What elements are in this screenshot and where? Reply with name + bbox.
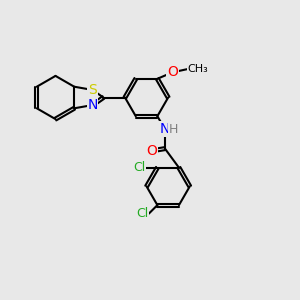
Text: CH₃: CH₃ — [188, 64, 208, 74]
Text: N: N — [87, 98, 98, 112]
Text: H: H — [169, 123, 178, 136]
Text: Cl: Cl — [133, 161, 145, 174]
Text: Cl: Cl — [136, 207, 149, 220]
Text: O: O — [167, 65, 178, 79]
Text: O: O — [146, 144, 158, 158]
Text: S: S — [88, 83, 97, 97]
Text: N: N — [160, 122, 170, 136]
